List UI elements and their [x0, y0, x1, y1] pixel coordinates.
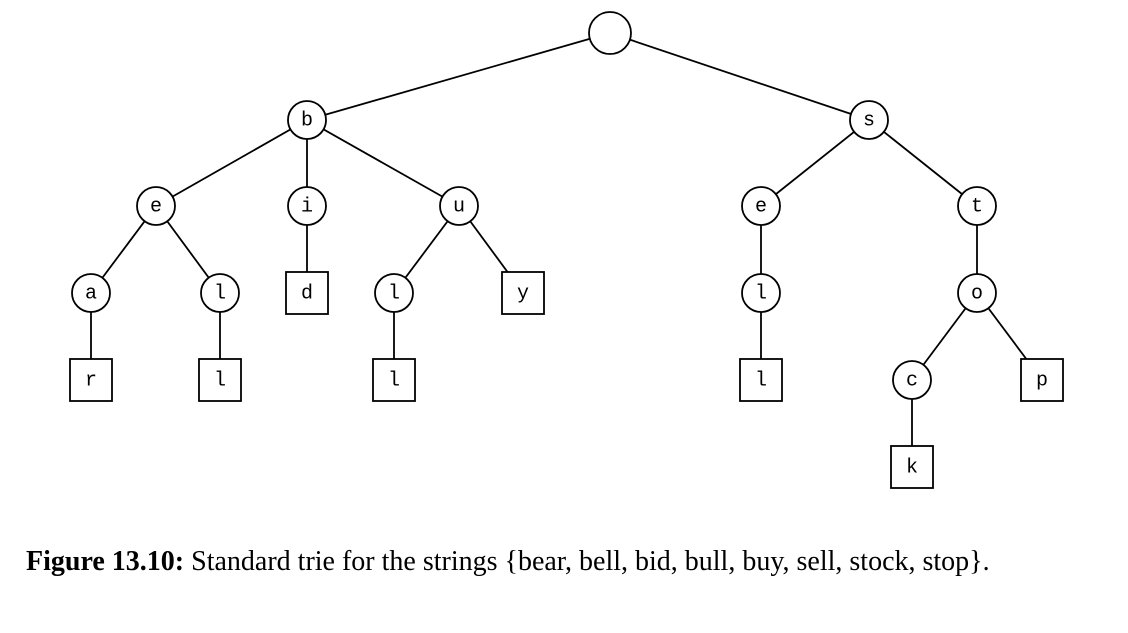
- edge-b-bu: [306, 119, 460, 207]
- node-label: l: [388, 283, 400, 306]
- trie-node-b: b: [287, 100, 327, 140]
- figure-caption-text: Standard trie for the strings {bear, bel…: [191, 546, 990, 577]
- edge-root-b: [306, 32, 611, 121]
- node-circle: [588, 11, 632, 55]
- node-label: s: [863, 110, 875, 133]
- trie-node-sto: o: [957, 273, 997, 313]
- trie-node-bi: i: [287, 186, 327, 226]
- trie-node-stop: p: [1020, 358, 1064, 402]
- node-circle: [892, 360, 932, 400]
- node-circle: [71, 273, 111, 313]
- figure-label: Figure 13.10:: [26, 546, 185, 577]
- leaf-box: [1020, 358, 1064, 402]
- trie-node-stock: k: [890, 445, 934, 489]
- trie-node-stoc: c: [892, 360, 932, 400]
- node-label: l: [755, 370, 767, 393]
- trie-node-buy: y: [501, 271, 545, 315]
- node-label: l: [214, 370, 226, 393]
- node-circle: [136, 186, 176, 226]
- node-circle: [849, 100, 889, 140]
- node-label: c: [906, 370, 918, 393]
- node-label: a: [85, 283, 97, 306]
- leaf-box: [372, 358, 416, 402]
- trie-node-se: e: [741, 186, 781, 226]
- node-circle: [741, 273, 781, 313]
- edge-root-s: [609, 32, 870, 121]
- trie-node-sel: l: [741, 273, 781, 313]
- leaf-box: [890, 445, 934, 489]
- node-label: l: [388, 370, 400, 393]
- edge-s-se: [760, 119, 870, 207]
- trie-node-bull: l: [372, 358, 416, 402]
- node-label: b: [301, 110, 313, 133]
- node-label: e: [755, 196, 767, 219]
- trie-diagram: b s e i u a l d l y r l l e t l l o c p k: [69, 11, 1064, 489]
- leaf-box: [739, 358, 783, 402]
- node-label: d: [301, 283, 313, 306]
- node-label: l: [214, 283, 226, 306]
- trie-node-bear: r: [69, 358, 113, 402]
- node-circle: [741, 186, 781, 226]
- trie-node-sell: l: [739, 358, 783, 402]
- node-circle: [374, 273, 414, 313]
- node-label: e: [150, 196, 162, 219]
- trie-node-bu: u: [439, 186, 479, 226]
- leaf-box: [285, 271, 329, 315]
- edge-b-be: [155, 119, 308, 207]
- trie-node-bell: l: [198, 358, 242, 402]
- node-layer: b s e i u a l d l y r l l e t l l o c p k: [69, 11, 1064, 489]
- node-circle: [200, 273, 240, 313]
- node-label: k: [906, 457, 918, 480]
- edge-s-st: [868, 119, 978, 207]
- leaf-box: [69, 358, 113, 402]
- trie-node-bid: d: [285, 271, 329, 315]
- trie-node-root: [588, 11, 632, 55]
- node-label: o: [971, 283, 983, 306]
- node-label: l: [755, 283, 767, 306]
- node-circle: [957, 273, 997, 313]
- node-label: y: [517, 283, 529, 306]
- node-label: u: [453, 196, 465, 219]
- node-label: p: [1036, 370, 1048, 393]
- leaf-box: [198, 358, 242, 402]
- node-circle: [287, 100, 327, 140]
- node-label: t: [971, 196, 983, 219]
- figure-caption: Figure 13.10: Standard trie for the stri…: [26, 541, 1108, 583]
- node-label: r: [85, 370, 97, 393]
- leaf-box: [501, 271, 545, 315]
- node-circle: [439, 186, 479, 226]
- node-label: i: [301, 196, 313, 219]
- trie-node-s: s: [849, 100, 889, 140]
- trie-node-bea: a: [71, 273, 111, 313]
- trie-node-bul: l: [374, 273, 414, 313]
- node-circle: [957, 186, 997, 226]
- trie-node-st: t: [957, 186, 997, 226]
- trie-node-bel: l: [200, 273, 240, 313]
- node-circle: [287, 186, 327, 226]
- trie-node-be: e: [136, 186, 176, 226]
